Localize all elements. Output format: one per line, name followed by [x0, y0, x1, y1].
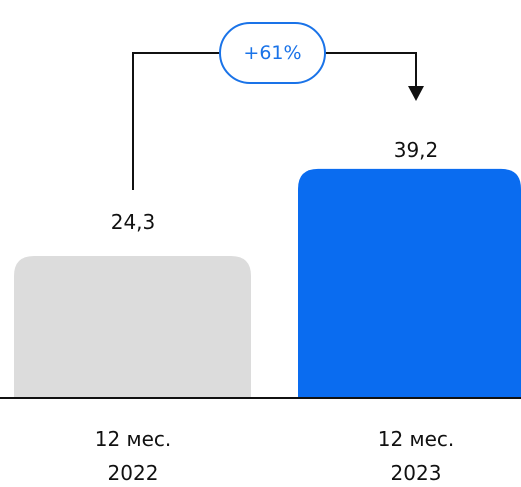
growth-arrowhead [408, 86, 424, 101]
bar-0 [14, 256, 251, 398]
category-label-2023-year: 2023 [390, 461, 442, 485]
value-label-2023: 39,2 [393, 138, 439, 162]
value-label-2022: 24,3 [110, 210, 156, 234]
bar-1 [298, 168, 521, 398]
category-label-2022-year: 2022 [107, 461, 159, 485]
category-label-2022-period: 12 мес. [94, 427, 172, 451]
growth-badge: +61% [219, 22, 326, 84]
category-label-2023-period: 12 мес. [377, 427, 455, 451]
